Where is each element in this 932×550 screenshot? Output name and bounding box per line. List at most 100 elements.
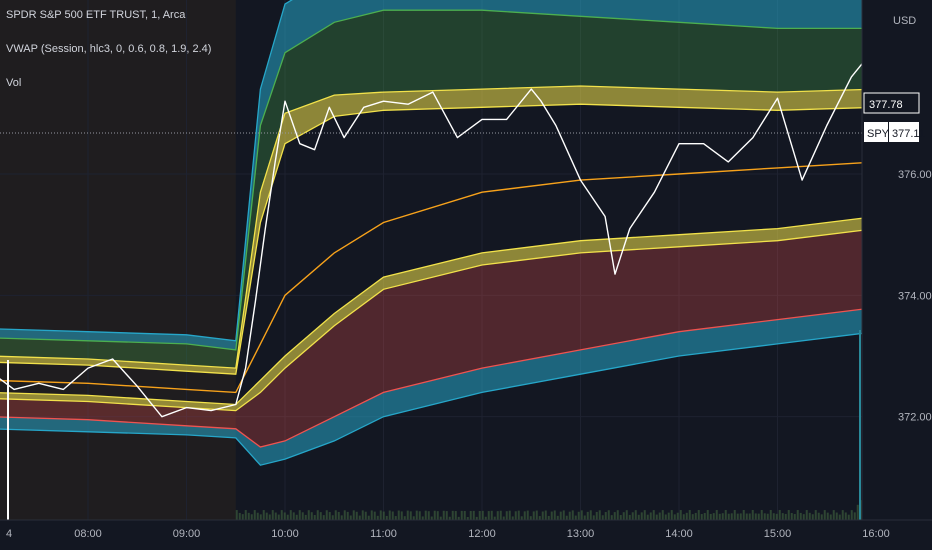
crosshair-price-value: 377.11 xyxy=(892,128,925,140)
volume-bar xyxy=(556,515,559,520)
volume-bar xyxy=(817,512,820,520)
legend-vwap[interactable]: VWAP (Session, hlc3, 0, 0.6, 0.8, 1.9, 2… xyxy=(6,43,211,55)
volume-bar xyxy=(784,513,787,520)
volume-bar xyxy=(430,516,433,520)
volume-bar xyxy=(442,510,445,520)
volume-bar xyxy=(844,512,847,520)
volume-bar xyxy=(478,511,481,520)
volume-bar xyxy=(469,510,472,520)
volume-bar xyxy=(451,510,454,520)
volume-bar xyxy=(385,515,388,520)
volume-bar xyxy=(322,515,325,520)
volume-bar xyxy=(292,512,295,520)
volume-bar xyxy=(415,510,418,520)
time-tick-label: 13:00 xyxy=(567,528,595,540)
volume-bar xyxy=(382,511,385,520)
volume-bar xyxy=(463,510,466,520)
volume-bar xyxy=(592,515,595,520)
volume-bar xyxy=(250,514,253,520)
volume-bar xyxy=(436,511,439,520)
volume-bar xyxy=(598,510,601,520)
volume-bar xyxy=(799,512,802,520)
volume-bar xyxy=(772,513,775,520)
volume-bar xyxy=(562,510,565,520)
volume-bar xyxy=(328,512,331,520)
volume-bar xyxy=(460,510,463,520)
volume-bar xyxy=(361,510,364,520)
time-axis[interactable] xyxy=(0,520,932,550)
volume-bar xyxy=(586,511,589,520)
volume-bar xyxy=(496,511,499,520)
volume-bar xyxy=(595,511,598,520)
volume-bar-close xyxy=(859,330,861,520)
volume-bar xyxy=(643,510,646,520)
legend-volume[interactable]: Vol xyxy=(6,77,21,89)
price-axis[interactable] xyxy=(862,0,932,520)
volume-bar xyxy=(820,514,823,520)
volume-bar xyxy=(568,511,571,520)
volume-bar xyxy=(574,515,577,520)
time-axis-ticks: 4 08:00 09:00 10:00 11:00 12:00 13:00 14:00 15:0… xyxy=(6,528,890,540)
volume-bar xyxy=(421,516,424,520)
volume-bar xyxy=(370,510,373,520)
volume-bar xyxy=(787,510,790,520)
volume-bar xyxy=(298,510,301,520)
volume-bar xyxy=(490,510,493,520)
band-0.6-lower-line xyxy=(0,206,906,406)
volume-bar xyxy=(391,511,394,520)
volume-bar xyxy=(739,513,742,520)
volume-bar xyxy=(814,510,817,520)
price-tick-label: 372.00 xyxy=(898,412,932,424)
volume-bar xyxy=(766,513,769,520)
volume-bar xyxy=(301,512,304,520)
volume-bar xyxy=(472,510,475,520)
volume-bar xyxy=(622,512,625,520)
volume-bar xyxy=(829,514,832,520)
volume-bar xyxy=(607,510,610,520)
volume-bar xyxy=(703,513,706,520)
volume-bar xyxy=(295,514,298,520)
volume-bar xyxy=(553,510,556,520)
volume-bar xyxy=(682,514,685,520)
time-tick-label: 11:00 xyxy=(370,528,397,540)
volume-bar xyxy=(589,510,592,520)
volume-bar xyxy=(520,516,523,520)
volume-bar xyxy=(364,511,367,520)
last-price-tag xyxy=(863,92,920,114)
volume-bar xyxy=(256,512,259,520)
volume-bar xyxy=(757,513,760,520)
volume-bar xyxy=(475,516,478,520)
volume-bar xyxy=(334,510,337,520)
volume-bar xyxy=(400,511,403,520)
volume-bar xyxy=(526,510,529,520)
volume-bar xyxy=(841,510,844,520)
volume-bar xyxy=(343,510,346,520)
volume-bar xyxy=(418,511,421,520)
volume-bar xyxy=(673,514,676,520)
last-price-value: 377.78 xyxy=(869,99,903,111)
volume-bar xyxy=(685,512,688,520)
premarket-shade xyxy=(0,0,236,520)
volume-bar xyxy=(805,510,808,520)
volume-bar xyxy=(718,513,721,520)
ticker-tag-label: SPY xyxy=(867,128,890,140)
volume-bar xyxy=(367,515,370,520)
volume-bar xyxy=(760,510,763,520)
volume-bar xyxy=(313,515,316,520)
volume-bar xyxy=(646,514,649,520)
volume-bar xyxy=(505,511,508,520)
volume-bar xyxy=(289,510,292,520)
volume-bar xyxy=(670,510,673,520)
volume-bar xyxy=(658,512,661,520)
volume-bar xyxy=(319,512,322,520)
volume-bar xyxy=(823,510,826,520)
volume-bar xyxy=(286,514,289,520)
volume-bar xyxy=(700,514,703,520)
volume-bar xyxy=(640,512,643,520)
legend-symbol[interactable]: SPDR S&P 500 ETF TRUST, 1, Arca xyxy=(6,9,186,21)
volume-bar xyxy=(424,510,427,520)
volume-bar xyxy=(727,513,730,520)
volume-bar xyxy=(583,515,586,520)
volume-bars xyxy=(7,330,862,520)
